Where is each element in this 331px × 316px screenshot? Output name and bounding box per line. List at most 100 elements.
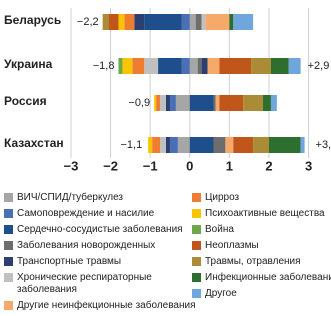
bar-segment [263, 95, 271, 111]
legend-swatch [192, 209, 201, 218]
legend-label: Травмы, отравления [205, 256, 301, 267]
legend-label: Самоповреждение и насилие [17, 208, 155, 219]
legend-swatch [192, 257, 201, 266]
category-label: Казахстан [4, 136, 64, 150]
total-label: −1,8 [93, 60, 115, 72]
bar-segment [197, 58, 202, 74]
legend-swatch [4, 209, 13, 218]
x-tick-label: 3 [305, 158, 312, 173]
bar-segment [213, 137, 226, 153]
legend-label: Неоплазмы [205, 240, 259, 251]
bar-segment [225, 137, 234, 153]
bar-segment [201, 14, 206, 30]
bar-segment [118, 58, 123, 74]
category-label: Украина [4, 57, 53, 71]
x-tick-label: −3 [64, 158, 79, 173]
bar-segment [300, 137, 305, 153]
bar-segment [169, 137, 178, 153]
bar-segment [233, 14, 254, 30]
bar-segment [181, 58, 190, 74]
x-tick-label: 2 [265, 158, 272, 173]
bar-segment [270, 95, 277, 111]
bar-segment [189, 137, 214, 153]
legend-label: Другие неинфекционные заболевания [17, 300, 196, 311]
bar-segment [205, 14, 230, 30]
legend-item: Другое [192, 288, 331, 300]
total-label: −0,9 [128, 97, 150, 109]
legend-swatch [192, 289, 201, 298]
total-label: −1,1 [120, 139, 142, 151]
legend-swatch [192, 241, 201, 250]
bar-segment [158, 58, 182, 74]
bar-segment [160, 95, 166, 111]
legend-item: Заболевания новорожденных [4, 240, 196, 252]
x-tick-label: −1 [143, 158, 158, 173]
bar-segment [148, 137, 153, 153]
bar-segment [108, 14, 119, 30]
legend-swatch [4, 273, 13, 282]
legend-label: Сердечно-сосудистые заболевания [17, 224, 183, 235]
bar-segment [118, 14, 125, 30]
bar-segment [132, 58, 145, 74]
bar-segment [175, 95, 190, 111]
category-label: Беларусь [4, 13, 61, 27]
legend-label: Другое [205, 288, 237, 299]
legend-item: ВИЧ/СПИД/туберкулез [4, 192, 196, 204]
total-label: −2,2 [77, 16, 99, 28]
legend-item: Цирроз [192, 192, 331, 204]
legend-swatch [4, 301, 13, 310]
legend-label: ВИЧ/СПИД/туберкулез [17, 192, 124, 203]
bar-segment [154, 95, 157, 111]
category-label: Россия [4, 94, 47, 108]
bar-segment [229, 14, 234, 30]
legend-item: Психоактивные вещества [192, 208, 331, 220]
chart: −3 −2 −1 0 1 2 3 Беларусь −2,2 Украина −1,8 +2,9 Рос… [4, 8, 331, 173]
legend-swatch [192, 225, 201, 234]
bar-segment [152, 137, 161, 153]
bar-segment [219, 58, 252, 74]
bar-segment [166, 137, 170, 153]
bar-segment [213, 95, 216, 111]
legend-swatch [192, 273, 201, 282]
legend-swatch [4, 241, 13, 250]
legend-swatch [192, 193, 201, 202]
legend-item: Сердечно-сосудистые заболевания [4, 224, 196, 236]
legend-item: Война [192, 224, 331, 236]
bar-segment [253, 137, 269, 153]
legend-label: Инфекционные заболевания [205, 272, 331, 283]
x-tick-label: 1 [226, 158, 233, 173]
bar-segment [189, 14, 196, 30]
total-label: +2,9 [308, 60, 330, 72]
bar-segment [181, 14, 190, 30]
bar-segment [189, 95, 214, 111]
bar-segment [169, 95, 176, 111]
bar-segment [160, 137, 166, 153]
x-tick-label: 0 [186, 158, 193, 173]
legend-swatch [4, 257, 13, 266]
bar-segment [243, 95, 264, 111]
legend-item: Самоповреждение и насилие [4, 208, 196, 220]
bar-segment [124, 14, 135, 30]
bar-segment [156, 95, 161, 111]
bar-segment [219, 95, 244, 111]
bar-segment [270, 58, 289, 74]
legend-item: Другие неинфекционные заболевания [4, 300, 196, 312]
legend-label: Война [205, 224, 234, 235]
legend-column: Цирроз Психоактивные вещества Война Неоплаз… [192, 192, 331, 304]
bar-segment [215, 95, 220, 111]
legend-swatch [4, 193, 13, 202]
legend-item: Неоплазмы [192, 240, 331, 252]
bar-segment [134, 14, 145, 30]
total-label: +3,1 [316, 139, 331, 151]
bar-segment [144, 58, 159, 74]
bar-segment [201, 58, 208, 74]
legend-label: Заболевания новорожденных [17, 240, 156, 251]
legend-label: Психоактивные вещества [205, 208, 325, 219]
bar-segment [177, 137, 190, 153]
legend-item: Хронические респираторные заболевания [4, 272, 196, 296]
bar-segment [207, 58, 220, 74]
bar-segment [144, 14, 182, 30]
legend-swatch [4, 225, 13, 234]
legend-label: Транспортные травмы [17, 256, 122, 267]
